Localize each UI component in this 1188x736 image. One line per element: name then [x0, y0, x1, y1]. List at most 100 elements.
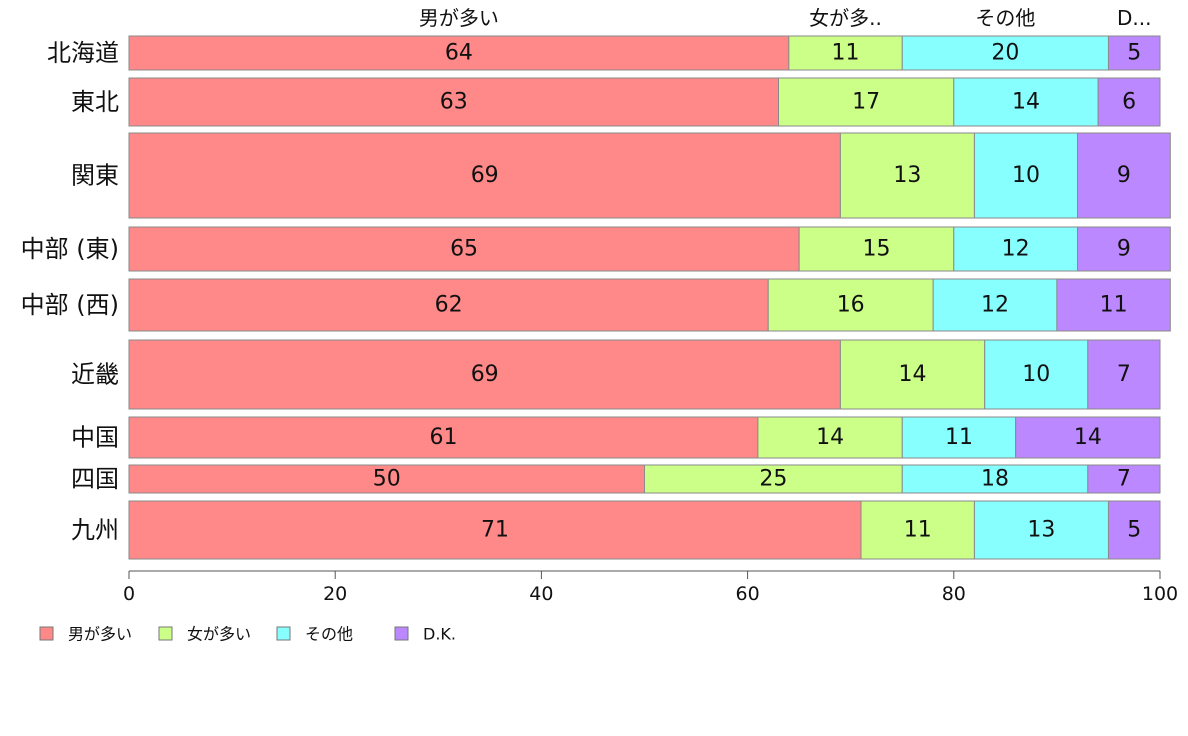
data-label: 9	[1117, 163, 1131, 188]
data-label: 71	[481, 518, 509, 543]
data-label: 25	[759, 467, 787, 492]
legend-swatch	[39, 626, 54, 641]
column-header: その他	[975, 6, 1035, 30]
bar-segment	[1097, 77, 1161, 127]
x-tick-label: 80	[942, 583, 966, 605]
bar-segment	[778, 77, 955, 127]
x-tick-label: 20	[323, 583, 347, 605]
data-label: 11	[945, 425, 973, 450]
bar-segment	[128, 339, 841, 410]
data-label: 14	[1074, 425, 1102, 450]
data-label: 6	[1122, 90, 1136, 115]
column-header: D...	[1117, 6, 1151, 30]
data-label: 69	[471, 163, 499, 188]
bar-segment	[1107, 500, 1161, 560]
data-label: 64	[445, 41, 473, 66]
legend: 男が多い 女が多い その他 D.K.	[39, 625, 456, 644]
data-label: 14	[899, 362, 927, 387]
data-label: 7	[1117, 467, 1131, 492]
bar-segment	[901, 35, 1109, 71]
category-label: 近畿	[71, 361, 119, 389]
data-label: 11	[832, 41, 860, 66]
data-label: 15	[862, 237, 890, 262]
bar-segment	[839, 132, 975, 219]
column-header: 男が多い	[419, 6, 499, 30]
data-label: 5	[1127, 518, 1141, 543]
category-label: 四国	[71, 465, 119, 493]
x-tick-label: 40	[529, 583, 553, 605]
bar-segment	[860, 500, 975, 560]
category-label: 九州	[71, 516, 119, 544]
data-label: 5	[1127, 41, 1141, 66]
x-tick-label: 60	[736, 583, 760, 605]
data-label: 12	[981, 293, 1009, 318]
data-label: 61	[429, 425, 457, 450]
data-label: 69	[471, 362, 499, 387]
data-label: 11	[1100, 293, 1128, 318]
bar-segment	[1077, 132, 1171, 219]
legend-label: 男が多い	[68, 625, 132, 644]
data-label: 18	[981, 467, 1009, 492]
data-label: 13	[1027, 518, 1055, 543]
legend-swatch	[394, 626, 409, 641]
bar-segment	[953, 77, 1099, 127]
legend-label: D.K.	[423, 625, 456, 644]
bar-segment	[932, 278, 1058, 332]
bar-segment	[1087, 339, 1161, 410]
bar-segment	[1056, 278, 1171, 332]
column-header: 女が多..	[809, 6, 882, 30]
data-label: 50	[373, 467, 401, 492]
bar-segment	[798, 226, 955, 272]
bar-segment	[128, 132, 841, 219]
data-label: 10	[1012, 163, 1040, 188]
column-headers: 男が多い 女が多.. その他 D...	[419, 6, 1152, 30]
data-label: 20	[991, 41, 1019, 66]
data-label: 14	[1012, 90, 1040, 115]
data-label: 62	[435, 293, 463, 318]
data-label: 63	[440, 90, 468, 115]
bar-segment	[1107, 35, 1161, 71]
bar-segment	[973, 500, 1109, 560]
bar-segment	[128, 464, 645, 494]
legend-swatch	[158, 626, 173, 641]
data-label: 11	[904, 518, 932, 543]
category-label: 北海道	[47, 39, 119, 67]
bar-segment	[1015, 416, 1161, 459]
bar-segment	[839, 339, 986, 410]
bar-segment	[128, 226, 800, 272]
x-axis: 0 20 40 60 80 100	[123, 570, 1178, 605]
bar-segment	[901, 464, 1089, 494]
x-tick-label: 100	[1142, 583, 1178, 605]
data-label: 12	[1002, 237, 1030, 262]
data-label: 14	[816, 425, 844, 450]
bar-segment	[128, 416, 759, 459]
data-label: 10	[1022, 362, 1050, 387]
bar-segment	[901, 416, 1017, 459]
x-tick-label: 0	[123, 583, 135, 605]
bar-segment	[128, 35, 790, 71]
bar-segment	[128, 278, 769, 332]
category-label: 中部 (西)	[21, 291, 119, 319]
data-label: 7	[1117, 362, 1131, 387]
category-label: 中国	[71, 424, 119, 452]
legend-swatch	[276, 626, 291, 641]
data-label: 13	[893, 163, 921, 188]
bar-segment	[128, 77, 780, 127]
legend-label: その他	[305, 625, 353, 644]
category-label: 関東	[71, 162, 119, 190]
data-label: 16	[837, 293, 865, 318]
bars-area: 64 11 20 5 63 17 14 6 69 13 10 9 65 15 12 9 62 16 12 11 69 14…	[128, 35, 1171, 560]
category-label: 東北	[71, 88, 119, 116]
category-label: 中部 (東)	[21, 235, 119, 263]
data-label: 9	[1117, 237, 1131, 262]
bar-segment	[1087, 464, 1161, 494]
bar-segment	[788, 35, 903, 71]
bar-segment	[1077, 226, 1171, 272]
legend-label: 女が多い	[187, 625, 251, 644]
data-label: 65	[450, 237, 478, 262]
bar-segment	[767, 278, 934, 332]
bar-segment	[984, 339, 1089, 410]
data-label: 17	[852, 90, 880, 115]
